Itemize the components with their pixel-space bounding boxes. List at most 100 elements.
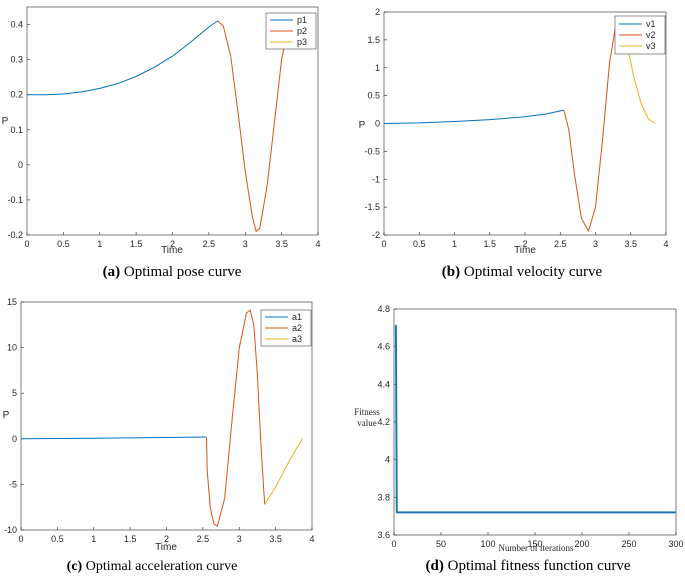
ytick-label-d: 4 (385, 455, 390, 465)
legend-label-a3: a3 (292, 334, 302, 344)
xtick-label-c: 0 (18, 534, 23, 544)
xtick-label-a: 2 (170, 239, 175, 249)
panel-b-velocity: 0 0.5 1 1.5 2 2.5 3 3.5 4 -2 -1.5 -1 -0.5 0 0.5 1 1.5 2 T… (359, 7, 669, 280)
xtick-label-c: 4 (309, 534, 314, 544)
legend-label-v3: v3 (646, 41, 656, 51)
caption-text-c: Optimal acceleration curve (82, 559, 237, 574)
xtick-label-c: 2.5 (197, 534, 210, 544)
panel-a-pose: 0 0.5 1 1.5 2 2.5 3 3.5 4 -0.2 -0.1 0 0.1 0.2 0.3 0.4 T… (2, 6, 321, 280)
series-line-fitness (394, 324, 676, 514)
ytick-label-b: -1 (372, 174, 380, 184)
ytick-label-a: -0.2 (7, 230, 23, 240)
xtick-label-b: 1.5 (483, 239, 496, 249)
ytick-label-b: 2 (375, 7, 380, 17)
series-line-v2 (563, 16, 621, 232)
ytick-label-d: 3.6 (377, 530, 390, 540)
legend-label-v2: v2 (646, 30, 656, 40)
series-line-a2 (206, 309, 266, 527)
legend-label-p3: p3 (297, 37, 307, 47)
legend-label-p2: p2 (297, 26, 307, 36)
ytick-label-b: 0 (375, 119, 380, 129)
ticks-d: 0 50 100 150 200 250 300 3.6 3.8 4 4.2 4.4 4.6 4.8 (377, 304, 683, 549)
ytick-label-a: 0.4 (10, 20, 23, 30)
xtick-label-c: 1 (91, 534, 96, 544)
xtick-label-b: 1 (452, 239, 457, 249)
xtick-label-c: 1.5 (124, 534, 137, 544)
xtick-label-a: 2.5 (203, 239, 216, 249)
ytick-label-d: 4.6 (377, 342, 390, 352)
legend-label-a1: a1 (292, 312, 302, 322)
xtick-label-c: 3 (237, 534, 242, 544)
ytick-label-c: 0 (12, 434, 17, 444)
ticks-a: 0 0.5 1 1.5 2 2.5 3 3.5 4 -0.2 -0.1 0 0.1 0.2 0.3 0.4 (7, 20, 320, 249)
xtick-label-a: 3 (243, 239, 248, 249)
xtick-label-b: 0.5 (413, 239, 426, 249)
ytick-label-b: -0.5 (364, 146, 380, 156)
ytick-label-d: 4.8 (377, 304, 390, 314)
xtick-label-d: 250 (621, 539, 636, 549)
ylabel-d-line2: value (357, 418, 377, 428)
ytick-label-b: 1.5 (367, 35, 380, 45)
caption-c: (c) Optimal acceleration curve (67, 559, 238, 574)
ytick-label-a: 0 (18, 160, 23, 170)
series-line-v1 (383, 109, 564, 124)
caption-a: (a) Optimal pose curve (103, 264, 242, 280)
ytick-label-d: 4.2 (377, 417, 390, 427)
legend-c: a1 a2 a3 (260, 309, 312, 347)
xtick-label-a: 3.5 (275, 239, 288, 249)
panel-c-acceleration: 0 0.5 1 1.5 2 2.5 3 3.5 4 -10 -5 0 5 10 15 Time P a1 a… (3, 297, 315, 574)
ytick-label-b: -1.5 (364, 202, 380, 212)
xtick-label-b: 2 (522, 239, 527, 249)
ylabel-c: P (3, 410, 10, 421)
xtick-label-c: 3.5 (269, 534, 282, 544)
xlabel-a: Time (161, 245, 183, 256)
ticks-b: 0 0.5 1 1.5 2 2.5 3 3.5 4 -2 -1.5 -1 -0.5 0 0.5 1 1.5 2 (364, 7, 668, 249)
xlabel-c: Time (155, 542, 177, 553)
plot-area-d (393, 308, 677, 536)
legend-label-v1: v1 (646, 19, 656, 29)
xtick-label-a: 0 (24, 239, 29, 249)
series-line-p1 (27, 20, 218, 96)
ytick-label-a: 0.3 (10, 55, 23, 65)
xtick-label-b: 4 (663, 239, 668, 249)
legend-b: v1 v2 v3 (614, 15, 666, 55)
ylabel-b: P (359, 120, 366, 131)
caption-b: (b) Optimal velocity curve (442, 264, 603, 280)
ytick-label-c: -5 (9, 479, 17, 489)
ytick-label-b: -2 (372, 230, 380, 240)
xlabel-b: Time (514, 245, 536, 256)
caption-letter-a: (a) (103, 264, 121, 280)
xtick-label-b: 3.5 (624, 239, 637, 249)
ytick-label-d: 3.8 (377, 492, 390, 502)
xtick-label-d: 100 (480, 539, 495, 549)
ytick-label-a: -0.1 (7, 195, 23, 205)
caption-letter-b: (b) (442, 264, 460, 280)
xlabel-d: Number of iterations (499, 543, 574, 553)
xtick-label-a: 4 (315, 239, 320, 249)
series-line-p2 (217, 20, 286, 232)
xtick-label-d: 300 (668, 539, 683, 549)
xtick-label-a: 0.5 (57, 239, 70, 249)
series-c (20, 309, 303, 527)
ytick-label-a: 0.1 (10, 125, 23, 135)
caption-text-a: Optimal pose curve (120, 264, 242, 280)
series-line-a3 (264, 438, 303, 505)
legend-label-p1: p1 (297, 15, 307, 25)
caption-text-d: Optimal fitness function curve (444, 558, 631, 574)
ytick-label-d: 4.4 (377, 379, 390, 389)
caption-text-b: Optimal velocity curve (460, 264, 602, 280)
legend-label-a2: a2 (292, 323, 302, 333)
ytick-label-a: 0.2 (10, 90, 23, 100)
xtick-label-c: 0.5 (51, 534, 64, 544)
xtick-label-c: 2 (164, 534, 169, 544)
caption-letter-c: (c) (67, 559, 83, 574)
caption-letter-d: (d) (426, 558, 444, 574)
series-line-a1 (20, 436, 207, 440)
series-d (394, 324, 676, 514)
xtick-label-a: 1 (97, 239, 102, 249)
ytick-label-b: 0.5 (367, 91, 380, 101)
ytick-label-c: -10 (4, 525, 17, 535)
legend-a: p1 p2 p3 (265, 12, 317, 50)
xtick-label-b: 3 (593, 239, 598, 249)
